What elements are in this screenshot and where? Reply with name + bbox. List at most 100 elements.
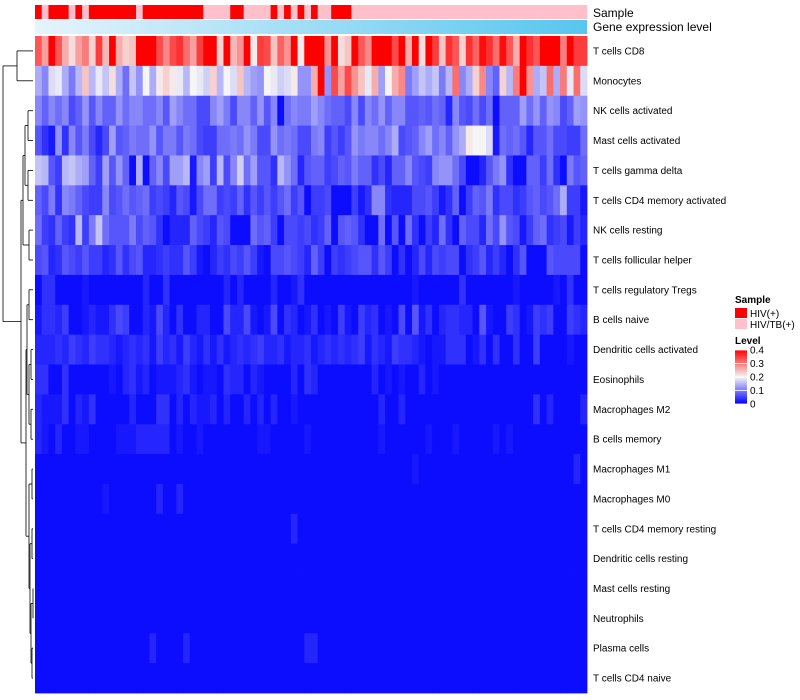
- heatmap-cell: [35, 364, 43, 395]
- heatmap-cell: [277, 274, 285, 306]
- heatmap-cell: [405, 95, 413, 126]
- heatmap-cell: [297, 603, 305, 634]
- row-label: Macrophages M2: [593, 405, 671, 416]
- heatmap-cell: [122, 424, 130, 455]
- heatmap-cell: [297, 543, 305, 574]
- heatmap-cell: [290, 603, 298, 634]
- heatmap-cell: [216, 603, 224, 634]
- heatmap-cell: [546, 125, 554, 156]
- heatmap-cell: [492, 274, 500, 306]
- heatmap-cell: [405, 454, 413, 485]
- heatmap-cell: [533, 304, 541, 336]
- heatmap-cell: [257, 454, 265, 485]
- heatmap-cell: [364, 513, 372, 545]
- heatmap-cell: [459, 603, 467, 634]
- sample-track-cell: [263, 5, 272, 19]
- heatmap-cell: [560, 334, 568, 365]
- heatmap-cell: [553, 364, 561, 395]
- heatmap-cell: [149, 633, 157, 664]
- heatmap-cell: [270, 394, 278, 425]
- heatmap-cell: [344, 663, 352, 694]
- heatmap-cell: [398, 364, 406, 395]
- heatmap-cell: [257, 483, 265, 515]
- heatmap-cell: [580, 394, 588, 425]
- heatmap-cell: [391, 603, 399, 634]
- heatmap-cell: [506, 125, 514, 156]
- heatmap-cell: [553, 274, 561, 306]
- heatmap-cell: [573, 424, 581, 455]
- heatmap-cell: [149, 543, 157, 574]
- heatmap-cell: [189, 424, 197, 455]
- heatmap-cell: [277, 633, 285, 664]
- heatmap-cell: [438, 364, 447, 395]
- heatmap-cell: [351, 36, 359, 67]
- heatmap-cell: [61, 603, 70, 634]
- heatmap-cell: [95, 125, 103, 156]
- heatmap-cell: [371, 95, 379, 126]
- heatmap-cell: [135, 334, 144, 365]
- heatmap-cell: [358, 633, 366, 664]
- heatmap-cell: [82, 364, 90, 395]
- heatmap-cell: [236, 65, 245, 97]
- heatmap-cell: [459, 125, 467, 156]
- heatmap-cell: [311, 185, 319, 216]
- sample-annotation-label: Sample: [593, 6, 634, 20]
- heatmap-cell: [432, 274, 440, 306]
- heatmap-cell: [122, 603, 130, 634]
- heatmap-cell: [243, 274, 251, 306]
- heatmap-cell: [149, 185, 157, 216]
- legend-sample-title: Sample: [735, 295, 771, 306]
- heatmap-cell: [236, 454, 245, 485]
- heatmap-cell: [169, 95, 177, 126]
- heatmap-cell: [519, 454, 527, 485]
- heatmap-cell: [35, 454, 43, 485]
- sample-track-cell: [169, 5, 177, 19]
- heatmap-cell: [203, 633, 211, 664]
- heatmap-cell: [243, 304, 251, 336]
- heatmap-cell: [560, 543, 568, 574]
- sample-track-cell: [351, 5, 359, 19]
- heatmap-cell: [196, 334, 204, 365]
- heatmap-cell: [492, 364, 500, 395]
- heatmap-cell: [459, 663, 467, 694]
- heatmap-cell: [465, 65, 473, 97]
- heatmap-cell: [243, 65, 251, 97]
- heatmap-cell: [432, 394, 440, 425]
- heatmap-cell: [378, 394, 386, 425]
- heatmap-cell: [61, 513, 70, 545]
- row-label: NK cells resting: [593, 226, 662, 237]
- heatmap-cell: [506, 424, 514, 455]
- heatmap-cell: [156, 334, 164, 365]
- heatmap-cell: [216, 663, 224, 694]
- heatmap-cell: [156, 573, 164, 604]
- heatmap-cell: [270, 424, 278, 455]
- heatmap-cell: [337, 304, 346, 336]
- heatmap-cell: [284, 424, 292, 455]
- heatmap-cell: [284, 334, 292, 365]
- heatmap-cell: [41, 334, 49, 365]
- heatmap-cell: [425, 573, 433, 604]
- sample-track-cell: [546, 5, 554, 19]
- heatmap-cell: [479, 364, 487, 395]
- heatmap-cell: [176, 185, 184, 216]
- heatmap-cell: [55, 573, 63, 604]
- heatmap-cell: [398, 573, 406, 604]
- heatmap-cell: [486, 424, 494, 455]
- heatmap-cell: [378, 573, 386, 604]
- heatmap-cell: [546, 215, 554, 246]
- heatmap-cell: [129, 394, 137, 425]
- heatmap-cell: [580, 513, 588, 545]
- heatmap-cell: [75, 633, 83, 664]
- heatmap-cell: [216, 633, 224, 664]
- heatmap-cell: [230, 245, 238, 276]
- heatmap-cell: [519, 185, 527, 216]
- heatmap-cell: [183, 543, 191, 574]
- heatmap-cell: [135, 95, 144, 126]
- row-label: T cells follicular helper: [593, 256, 692, 267]
- heatmap-cell: [236, 603, 245, 634]
- heatmap-cell: [162, 125, 171, 156]
- heatmap-cell: [277, 573, 285, 604]
- heatmap-cell: [61, 125, 70, 156]
- heatmap-cell: [580, 424, 588, 455]
- heatmap-cell: [223, 483, 231, 515]
